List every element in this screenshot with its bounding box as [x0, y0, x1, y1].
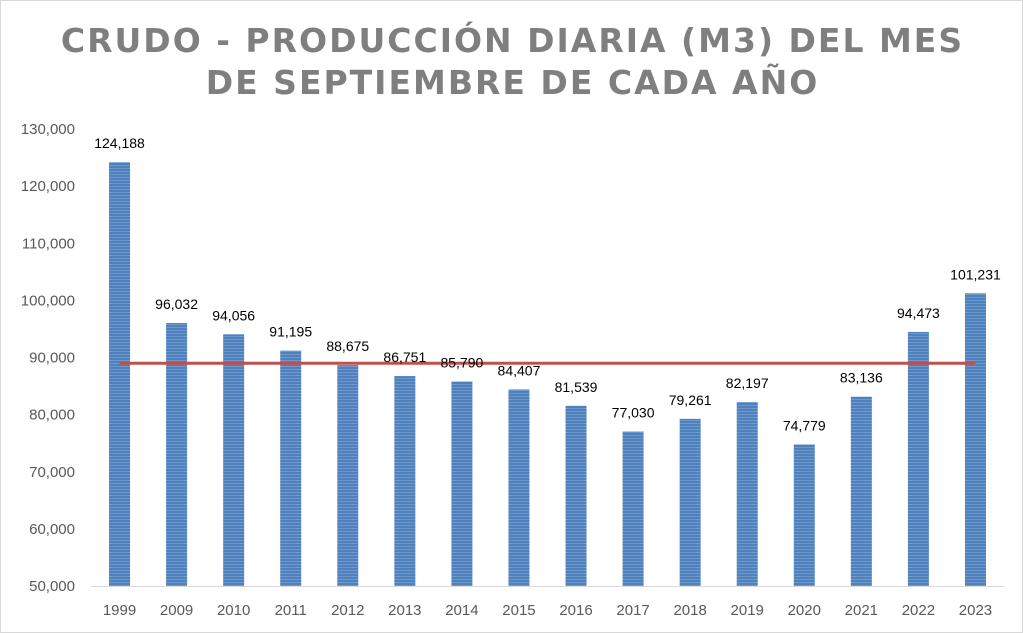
data-label: 91,195: [269, 324, 312, 340]
chart-title-line-1: CRUDO - PRODUCCIÓN DIARIA (M3) DEL MES: [60, 21, 965, 60]
bar: [679, 418, 701, 586]
bar: [793, 444, 815, 586]
y-tick-label: 70,000: [29, 464, 75, 481]
x-tick-label: 2023: [959, 602, 992, 619]
y-tick-label: 80,000: [29, 407, 75, 424]
data-label: 96,032: [155, 296, 198, 312]
data-label: 94,473: [897, 305, 940, 321]
x-tick-label: 2017: [616, 602, 649, 619]
data-label: 86,751: [383, 349, 426, 365]
y-tick-label: 100,000: [21, 292, 75, 309]
x-tick-label: 2012: [331, 602, 364, 619]
x-tick-label: 1999: [103, 602, 136, 619]
data-label: 85,790: [440, 355, 483, 371]
bar: [964, 293, 986, 586]
x-tick-label: 2018: [673, 602, 706, 619]
y-tick-label: 120,000: [21, 178, 75, 195]
data-label: 124,188: [94, 135, 145, 151]
bar: [850, 396, 872, 586]
y-tick-label: 130,000: [21, 121, 75, 138]
data-label: 83,136: [840, 370, 883, 386]
bar: [508, 389, 530, 586]
data-label: 88,675: [326, 338, 369, 354]
x-tick-label: 2021: [845, 602, 878, 619]
data-label: 74,779: [783, 417, 826, 433]
x-tick-label: 2015: [502, 602, 535, 619]
bar: [337, 365, 359, 586]
y-tick-label: 50,000: [29, 578, 75, 595]
x-tick-label: 2019: [731, 602, 764, 619]
chart-title-line-2: DE SEPTIEMBRE DE CADA AÑO: [205, 63, 820, 102]
bar-series: [109, 162, 986, 586]
data-label: 84,407: [498, 362, 541, 378]
data-labels: 124,188 96,032 94,056 91,195 88,675 86,751 85,…: [94, 135, 1001, 433]
x-tick-label: 2013: [388, 602, 421, 619]
data-label: 82,197: [726, 375, 769, 391]
data-label: 94,056: [212, 307, 255, 323]
x-tick-label: 2022: [902, 602, 935, 619]
y-tick-label: 60,000: [29, 521, 75, 538]
bar: [166, 323, 188, 586]
bar: [394, 376, 416, 586]
bar: [451, 381, 473, 586]
bar: [565, 405, 587, 586]
bar: [622, 431, 644, 586]
bar: [223, 334, 245, 586]
bar: [280, 350, 302, 586]
bar: [907, 331, 929, 586]
data-label: 81,539: [555, 379, 598, 395]
bar: [109, 162, 131, 586]
bar: [736, 402, 758, 586]
x-tick-label: 2010: [217, 602, 250, 619]
data-label: 79,261: [669, 392, 712, 408]
y-axis: 50,000 60,000 70,000 80,000 90,000 100,000 110…: [21, 121, 75, 595]
x-axis: 1999 2009 2010 2011 2012 2013 2014 2015 2016 2017…: [91, 586, 1004, 619]
data-label: 101,231: [950, 266, 1001, 282]
x-tick-label: 2009: [160, 602, 193, 619]
data-label: 77,030: [612, 405, 655, 421]
x-tick-label: 2020: [788, 602, 821, 619]
x-tick-label: 2016: [559, 602, 592, 619]
y-tick-label: 110,000: [22, 235, 75, 252]
y-tick-label: 90,000: [29, 350, 75, 367]
x-tick-label: 2011: [275, 602, 307, 619]
x-tick-label: 2014: [445, 602, 478, 619]
